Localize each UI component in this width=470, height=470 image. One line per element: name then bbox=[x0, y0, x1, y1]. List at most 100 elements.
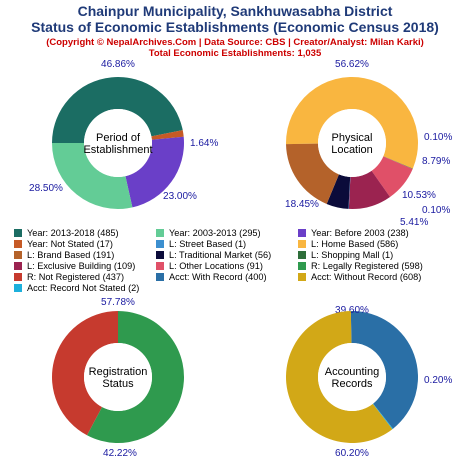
donut-2-hole bbox=[318, 109, 386, 177]
legend-label: R: Legally Registered (598) bbox=[311, 260, 423, 271]
legend-label: L: Street Based (1) bbox=[169, 238, 247, 249]
donut-3-slice-2 bbox=[52, 311, 119, 436]
donut-2-slice-3 bbox=[371, 156, 413, 197]
donut-2-pct-label-4: 10.53% bbox=[402, 190, 436, 201]
legend-swatch bbox=[156, 272, 164, 281]
legend-item: L: Shopping Mall (1) bbox=[298, 250, 458, 260]
legend-item: Year: 2003-2013 (295) bbox=[156, 228, 298, 238]
legend-label: Acct: Record Not Stated (2) bbox=[27, 282, 140, 293]
legend-item: L: Home Based (586) bbox=[298, 239, 458, 249]
legend-row: Year: 2013-2018 (485) Year: 2003-2013 (29… bbox=[14, 227, 464, 238]
donut-2-slice-1 bbox=[286, 77, 418, 169]
legend-swatch bbox=[14, 250, 22, 259]
donut-2-pct-label-6: 5.41% bbox=[400, 217, 428, 228]
donut-4-slice-3 bbox=[286, 311, 393, 443]
legend-swatch bbox=[156, 250, 164, 259]
legend-item: L: Brand Based (191) bbox=[14, 250, 156, 260]
legend-item: Year: Before 2003 (238) bbox=[298, 228, 458, 238]
donut-1-slice-2 bbox=[151, 130, 184, 140]
legend-item: L: Exclusive Building (109) bbox=[14, 261, 156, 271]
legend-item: R: Not Registered (437) bbox=[14, 272, 156, 282]
legend-label: L: Brand Based (191) bbox=[27, 249, 115, 260]
legend-swatch bbox=[14, 239, 22, 248]
legend-item: L: Traditional Market (56) bbox=[156, 250, 298, 260]
donut-1-pct-label-4: 28.50% bbox=[29, 183, 63, 194]
legend-label: Year: 2003-2013 (295) bbox=[169, 227, 261, 238]
legend-label: L: Exclusive Building (109) bbox=[27, 260, 136, 271]
legend-swatch bbox=[14, 228, 22, 237]
donut-1-pct-label-3: 23.00% bbox=[163, 191, 197, 202]
donut-1-slice-3 bbox=[125, 136, 184, 208]
legend-swatch bbox=[156, 228, 164, 237]
chart-title-line2: Status of Economic Establishments (Econo… bbox=[31, 19, 439, 35]
legend-label: L: Other Locations (91) bbox=[169, 260, 263, 271]
legend-label: L: Home Based (586) bbox=[311, 238, 399, 249]
legend-label: Acct: With Record (400) bbox=[169, 271, 267, 282]
donut-2-slice-6 bbox=[326, 174, 351, 209]
donut-2-pct-label-7: 18.45% bbox=[285, 199, 319, 210]
donut-4-center-label: Accounting bbox=[325, 366, 379, 378]
donut-3-center-label: Registration bbox=[89, 366, 148, 378]
legend-label: Year: Before 2003 (238) bbox=[311, 227, 409, 238]
donut-4-slice-2 bbox=[372, 403, 394, 430]
legend-swatch bbox=[14, 283, 22, 292]
legend-swatch bbox=[14, 261, 22, 270]
donut-2-slice-2 bbox=[383, 156, 413, 169]
donut-3-pct-label-2: 42.22% bbox=[103, 448, 137, 459]
legend-label: Acct: Without Record (608) bbox=[311, 271, 422, 282]
donut-2-slice-5 bbox=[348, 176, 351, 209]
donut-2-slice-7 bbox=[286, 143, 339, 204]
legend-item: R: Legally Registered (598) bbox=[298, 261, 458, 271]
legend-item: Acct: Record Not Stated (2) bbox=[14, 283, 156, 293]
copyright-note: (Copyright © NepalArchives.Com | Data So… bbox=[46, 37, 424, 48]
legend-label: Year: Not Stated (17) bbox=[27, 238, 113, 249]
legend-item: Acct: Without Record (608) bbox=[298, 272, 458, 282]
donut-2-pct-label-3: 8.79% bbox=[422, 156, 450, 167]
donut-3-center-label: Status bbox=[102, 378, 134, 390]
legend-swatch bbox=[298, 239, 306, 248]
legend-swatch bbox=[298, 261, 306, 270]
donut-3-pct-label-1: 57.78% bbox=[101, 297, 135, 308]
donut-4-center-label: Records bbox=[332, 378, 373, 390]
donut-1-slice-4 bbox=[52, 143, 133, 209]
legend-swatch bbox=[298, 228, 306, 237]
legend-item: Acct: With Record (400) bbox=[156, 272, 298, 282]
legend-swatch bbox=[298, 250, 306, 259]
donut-2-slice-4 bbox=[348, 170, 391, 209]
legend-swatch bbox=[298, 272, 306, 281]
legend-label: L: Shopping Mall (1) bbox=[311, 249, 394, 260]
legend-label: Year: 2013-2018 (485) bbox=[27, 227, 119, 238]
donut-2-pct-label-2: 0.10% bbox=[424, 132, 452, 143]
legend-label: L: Traditional Market (56) bbox=[169, 249, 272, 260]
legend-row: R: Not Registered (437) Acct: With Record… bbox=[14, 271, 464, 282]
donut-3-hole bbox=[84, 343, 152, 411]
legend-swatch bbox=[156, 261, 164, 270]
donut-1-hole bbox=[84, 109, 152, 177]
legend-item: Year: Not Stated (17) bbox=[14, 239, 156, 249]
donut-3-slice-1 bbox=[87, 311, 185, 443]
donut-1-center-label: Establishment bbox=[83, 144, 152, 156]
legend: Year: 2013-2018 (485) Year: 2003-2013 (29… bbox=[14, 227, 464, 293]
donut-4-pct-label-2: 0.20% bbox=[424, 375, 452, 386]
donut-2-center-label: Physical bbox=[332, 132, 373, 144]
legend-row: L: Exclusive Building (109) L: Other Loca… bbox=[14, 260, 464, 271]
legend-item: L: Other Locations (91) bbox=[156, 261, 298, 271]
legend-label: R: Not Registered (437) bbox=[27, 271, 125, 282]
legend-row: Year: Not Stated (17) L: Street Based (1)… bbox=[14, 238, 464, 249]
donut-4-slice-1 bbox=[350, 310, 418, 429]
total-establishments: Total Economic Establishments: 1,035 bbox=[148, 48, 322, 59]
donut-2-center-label: Location bbox=[331, 144, 373, 156]
donut-1-pct-label-2: 1.64% bbox=[190, 138, 218, 149]
legend-item: Year: 2013-2018 (485) bbox=[14, 228, 156, 238]
legend-swatch bbox=[156, 239, 164, 248]
donut-2-pct-label-1: 56.62% bbox=[335, 59, 369, 70]
donut-1-center-label: Period of bbox=[96, 132, 141, 144]
donut-1-slice-1 bbox=[52, 76, 183, 143]
legend-swatch bbox=[14, 272, 22, 281]
legend-row: Acct: Record Not Stated (2) bbox=[14, 282, 464, 293]
donut-4-pct-label-1: 39.60% bbox=[335, 305, 369, 316]
legend-row: L: Brand Based (191) L: Traditional Marke… bbox=[14, 249, 464, 260]
donut-4-pct-label-3: 60.20% bbox=[335, 448, 369, 459]
donut-1-pct-label-1: 46.86% bbox=[101, 59, 135, 70]
